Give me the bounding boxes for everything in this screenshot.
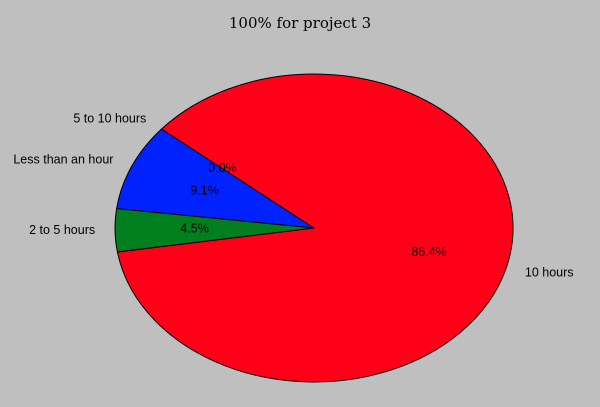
chart-title: 100% for project 3: [228, 14, 372, 32]
pie-slice-less-than-an-hour: [116, 128, 315, 229]
slice-label-10-hours: 10 hours: [525, 266, 574, 280]
slice-label-less-than-an-hour: Less than an hour: [13, 152, 113, 166]
slice-label-2-to-5-hours: 2 to 5 hours: [29, 223, 95, 237]
pie-labels: 5 to 10 hours 0.0% Less than an hour 9.1% 2 …: [13, 111, 573, 279]
pie-slice-10-hours: [116, 73, 514, 383]
slice-pct-2-to-5-hours: 4.5%: [180, 222, 209, 236]
slice-pct-5-to-10-hours: 0.0%: [208, 161, 237, 175]
pie-slices: [114, 73, 514, 383]
slice-pct-10-hours: 86.4%: [411, 245, 446, 259]
slice-label-5-to-10-hours: 5 to 10 hours: [73, 111, 146, 125]
slice-pct-less-than-an-hour: 9.1%: [190, 183, 219, 197]
